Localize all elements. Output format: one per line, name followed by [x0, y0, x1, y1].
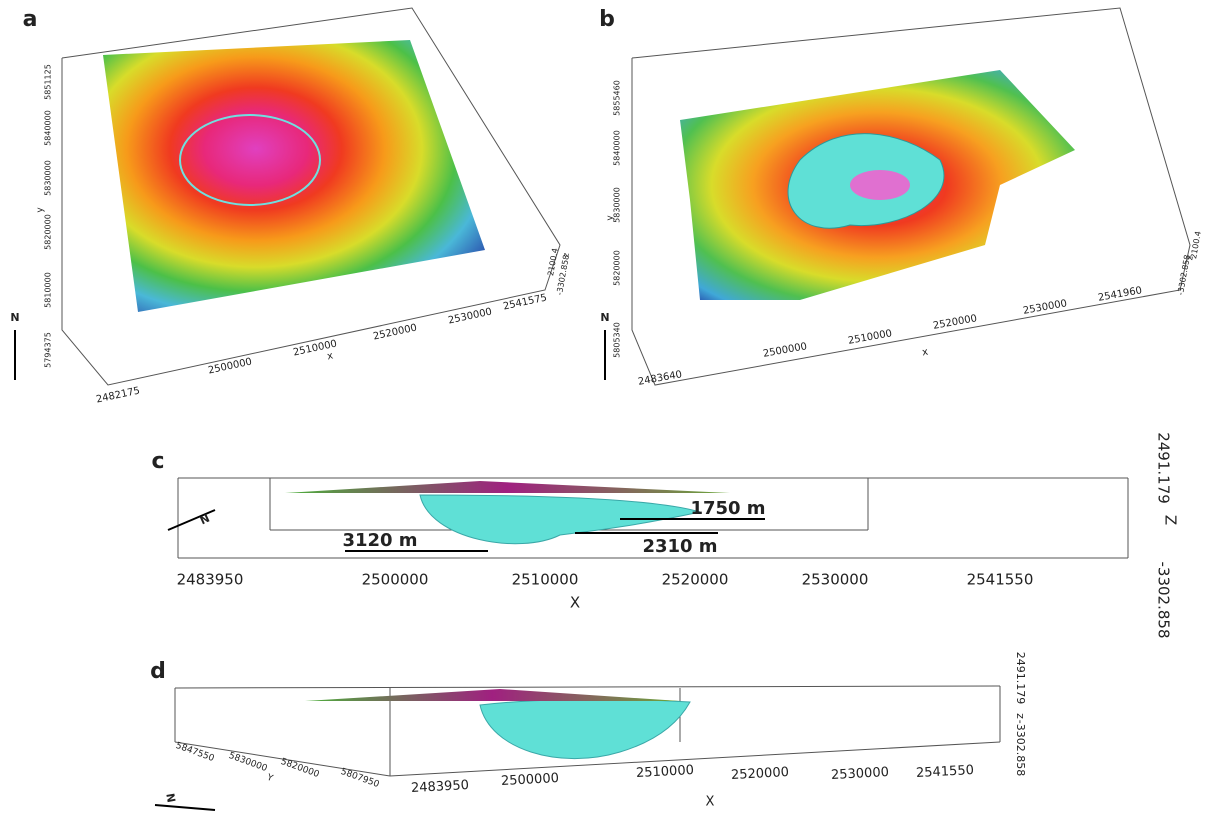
- label: N: [163, 792, 177, 803]
- label: 2483950: [411, 778, 470, 796]
- label: 2310 m: [642, 536, 717, 557]
- label: 2500000: [362, 571, 429, 589]
- label: N: [10, 311, 19, 324]
- label: 2100.4: [1189, 230, 1203, 259]
- label: -3302.858: [1014, 720, 1027, 776]
- label: 2510000: [847, 328, 893, 347]
- label: x: [921, 347, 929, 359]
- label: N: [600, 311, 609, 324]
- label: 3120 m: [342, 530, 417, 551]
- label: 2520000: [372, 322, 418, 342]
- label: 5855460: [613, 80, 622, 116]
- label: 1750 m: [690, 498, 765, 519]
- label: 2530000: [831, 765, 890, 783]
- label: 2520000: [662, 571, 729, 589]
- label: X: [706, 795, 715, 810]
- label: 2483950: [177, 571, 244, 589]
- label: 2500000: [762, 341, 808, 360]
- label: -3302.858: [1155, 562, 1173, 639]
- label: c: [151, 449, 164, 474]
- label: 5807950: [339, 767, 380, 790]
- label: z: [1014, 713, 1027, 719]
- label: 5847550: [174, 741, 215, 764]
- label: Z: [1162, 515, 1180, 525]
- label: a: [23, 7, 38, 32]
- label: 2541550: [967, 571, 1034, 589]
- label: 5810000: [44, 272, 53, 308]
- label: 5830000: [44, 160, 53, 196]
- panel-a-box: [62, 8, 560, 385]
- label: Y: [265, 772, 275, 784]
- label: 5805340: [613, 322, 622, 358]
- label: X: [570, 594, 580, 612]
- label: 2500000: [501, 771, 560, 789]
- label: N: [198, 512, 212, 528]
- label: 2520000: [932, 313, 978, 332]
- label: 2530000: [802, 571, 869, 589]
- label: 2541550: [916, 763, 975, 781]
- label: 2491.179: [1014, 652, 1027, 705]
- label: 5820000: [279, 757, 320, 780]
- label: 5851125: [44, 64, 53, 100]
- figure: a 2482175 2500000 2510000 2520000 2530000 2541…: [0, 0, 1207, 817]
- label: 5830000: [227, 751, 268, 774]
- label: y: [36, 207, 46, 213]
- label: 5794375: [44, 332, 53, 368]
- label: 2100.4: [546, 247, 560, 276]
- label: 5820000: [613, 250, 622, 286]
- label: 2482175: [95, 385, 141, 405]
- label: 2541575: [502, 292, 548, 312]
- label: 5840000: [44, 110, 53, 146]
- panel-b-box: [632, 8, 1190, 385]
- label: x: [326, 350, 334, 362]
- label: z: [561, 252, 571, 258]
- label: d: [150, 659, 166, 684]
- label: 5820000: [44, 214, 53, 250]
- label: b: [599, 7, 615, 32]
- label: 5840000: [613, 130, 622, 166]
- label: 2520000: [731, 765, 790, 783]
- label: 2491.179: [1155, 432, 1173, 504]
- label: 2510000: [636, 763, 695, 781]
- label: y: [606, 215, 616, 221]
- label: 2483640: [637, 369, 683, 388]
- label: 2500000: [207, 356, 253, 376]
- label: 2510000: [512, 571, 579, 589]
